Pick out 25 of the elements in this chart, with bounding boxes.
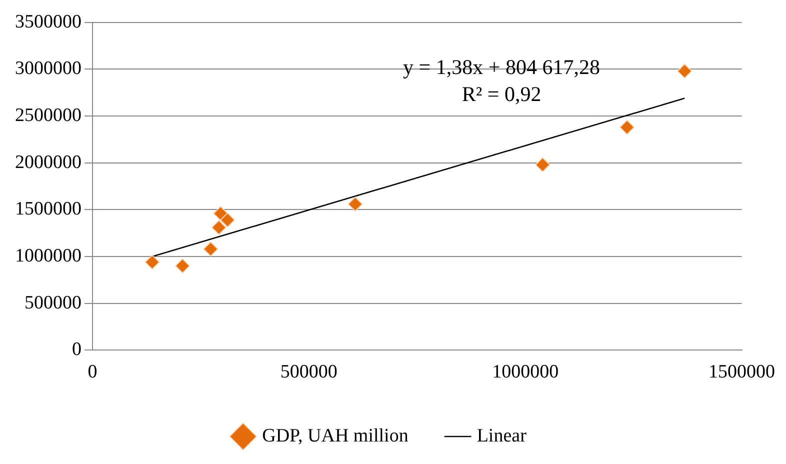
x-tick-label: 1500000 bbox=[708, 362, 775, 383]
legend-label: GDP, UAH million bbox=[262, 425, 409, 446]
y-tick-label: 500000 bbox=[24, 292, 82, 314]
y-tick-label: 2000000 bbox=[15, 152, 82, 173]
y-tick-label: 0 bbox=[72, 339, 82, 360]
point bbox=[677, 64, 692, 79]
point bbox=[535, 157, 550, 172]
y-tick-label: 1000000 bbox=[15, 246, 82, 267]
legend-label: Linear bbox=[476, 425, 528, 446]
y-tick-label: 3500000 bbox=[15, 11, 82, 32]
point bbox=[203, 242, 218, 257]
annotation: R² = 0,92 bbox=[462, 82, 542, 106]
x-tick-label: 1000000 bbox=[492, 362, 559, 383]
point bbox=[175, 258, 190, 274]
point bbox=[620, 120, 635, 135]
y-tick-label: 3000000 bbox=[15, 58, 82, 80]
point bbox=[144, 254, 160, 270]
point bbox=[211, 220, 226, 236]
annotation: y = 1,38x + 804 617,28 bbox=[403, 54, 600, 79]
y-tick-label: 1500000 bbox=[15, 198, 82, 220]
x-tick-label: 500000 bbox=[280, 362, 338, 383]
y-tick-label: 2500000 bbox=[15, 105, 82, 126]
x-tick-label: 0 bbox=[88, 362, 98, 383]
point bbox=[220, 212, 236, 228]
point bbox=[348, 196, 363, 212]
